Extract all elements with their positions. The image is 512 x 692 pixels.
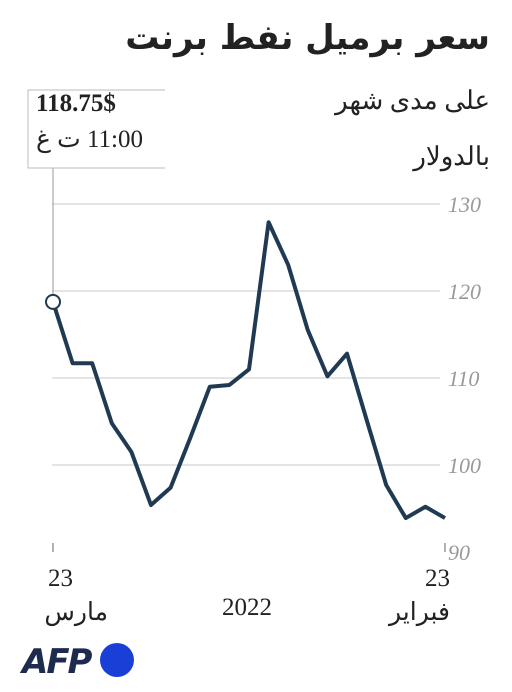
annotation-box	[27, 89, 165, 169]
x-tick-label: 23 مارس	[44, 565, 108, 626]
annotation-time: 11:00 ت غ	[36, 126, 143, 153]
chart-title: سعر برميل نفط برنت	[125, 18, 490, 58]
x-tick-label: 23 فبراير	[389, 565, 450, 626]
y-tick-label: 110	[448, 366, 479, 391]
annotation-value: 118.75$	[36, 90, 116, 117]
marker	[45, 293, 61, 310]
subtitle: على مدى شهر	[335, 86, 490, 115]
line	[51, 220, 446, 521]
logo: AFP	[22, 642, 92, 682]
logo-dot	[100, 643, 134, 677]
y-tick-label: 100	[448, 453, 481, 478]
y-tick-label: 130	[448, 192, 481, 217]
y-tick-label: 120	[448, 279, 481, 304]
x-center-label: 2022	[222, 594, 272, 621]
y-label: بالدولار	[413, 142, 490, 171]
y-tick-label: 90	[448, 540, 470, 565]
